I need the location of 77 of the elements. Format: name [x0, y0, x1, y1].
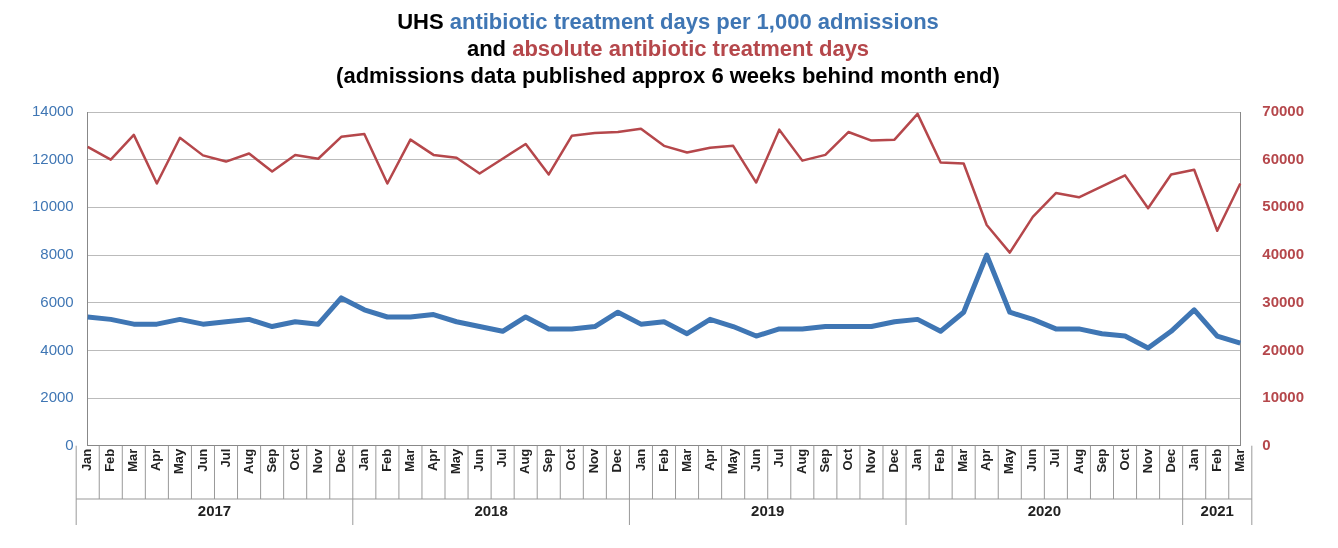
x-tick-label: May — [171, 447, 187, 475]
text: absolute antibiotic treatment days — [512, 36, 870, 61]
text: and — [466, 36, 507, 61]
x-tick-label: Jun — [471, 448, 487, 472]
x-tick-label: Apr — [148, 448, 164, 472]
x-tick-label: Sep — [263, 448, 279, 473]
x-tick-label: Nov — [1139, 447, 1155, 474]
x-tick-label: Oct — [1116, 448, 1132, 471]
x-tick-label: Jan — [909, 448, 925, 472]
x-tick-label: Aug — [517, 448, 533, 474]
chart-title: UHS — [397, 9, 444, 34]
x-tick-label: Feb — [102, 448, 118, 472]
x-tick-label: Jun — [1024, 448, 1040, 472]
x-tick-label: May — [448, 447, 464, 475]
x-tick-label: Jan — [1185, 448, 1201, 472]
y2-tick-label: 60000 — [1262, 149, 1305, 167]
x-tick-label: Jan — [632, 448, 648, 472]
x-tick-label: Dec — [1162, 448, 1178, 473]
y-tick-label: 8000 — [40, 245, 74, 263]
y2-tick-label: 70000 — [1262, 102, 1305, 120]
y-tick-label: 4000 — [40, 340, 74, 358]
x-tick-label: Oct — [563, 448, 579, 471]
text: 2018 — [474, 502, 508, 520]
x-tick-label: Mar — [678, 448, 694, 472]
text: 2020 — [1027, 502, 1062, 520]
y-tick-label: 10000 — [31, 197, 74, 215]
x-tick-label: Jun — [194, 448, 210, 472]
y-tick-label: 12000 — [31, 149, 74, 167]
text: 2021 — [1200, 502, 1234, 520]
x-tick-label: Mar — [125, 448, 141, 472]
x-tick-label: Oct — [286, 448, 302, 471]
y2-tick-label: 30000 — [1262, 292, 1305, 310]
text: 2017 — [197, 502, 232, 520]
x-tick-label: Nov — [586, 447, 602, 474]
x-tick-label: Aug — [793, 448, 809, 474]
x-tick-label: Jul — [494, 448, 510, 468]
x-tick-label: Mar — [955, 448, 971, 472]
x-tick-label: Aug — [240, 448, 256, 474]
x-tick-label: Feb — [655, 448, 671, 472]
y-tick-label: 2000 — [40, 388, 74, 406]
x-tick-label: Apr — [425, 448, 441, 472]
x-tick-label: Sep — [540, 448, 556, 473]
x-tick-label: Aug — [1070, 448, 1086, 474]
chart-subtitle: (admissions data published approx 6 weeks behind month end) — [335, 62, 1001, 89]
x-tick-label: Dec — [332, 448, 348, 473]
x-tick-label: Jul — [1047, 448, 1063, 468]
x-tick-label: Sep — [1093, 448, 1109, 473]
y2-tick-label: 20000 — [1262, 340, 1305, 358]
x-tick-label: Mar — [1231, 448, 1247, 472]
x-tick-label: May — [724, 447, 740, 475]
x-tick-label: Jan — [355, 448, 371, 472]
y-tick-label: 6000 — [40, 292, 74, 310]
x-tick-label: Jul — [770, 448, 786, 468]
x-tick-label: Sep — [816, 448, 832, 473]
x-tick-label: Jun — [747, 448, 763, 472]
x-tick-label: Feb — [1208, 448, 1224, 472]
x-tick-label: Nov — [863, 447, 879, 474]
y2-tick-label: 50000 — [1262, 197, 1305, 215]
y2-tick-label: 10000 — [1262, 388, 1305, 406]
x-tick-label: Feb — [378, 448, 394, 472]
x-tick-label: Jan — [79, 448, 95, 472]
x-tick-label: Jul — [217, 448, 233, 468]
y2-tick-label: 40000 — [1262, 245, 1305, 263]
y2-tick-label: 0 — [1262, 435, 1271, 453]
x-tick-label: Mar — [402, 448, 418, 472]
x-tick-label: Feb — [932, 448, 948, 472]
x-tick-label: Dec — [886, 448, 902, 473]
x-tick-label: May — [1001, 447, 1017, 475]
y-tick-label: 0 — [65, 435, 74, 453]
x-tick-label: Nov — [309, 447, 325, 474]
text: 2019 — [751, 502, 785, 520]
x-tick-label: Oct — [839, 448, 855, 471]
x-tick-label: Apr — [701, 448, 717, 472]
text: antibiotic treatment days per 1,000 admissions — [449, 9, 939, 34]
x-tick-label: Dec — [609, 448, 625, 473]
x-tick-label: Apr — [978, 448, 994, 472]
y-tick-label: 14000 — [31, 102, 74, 120]
